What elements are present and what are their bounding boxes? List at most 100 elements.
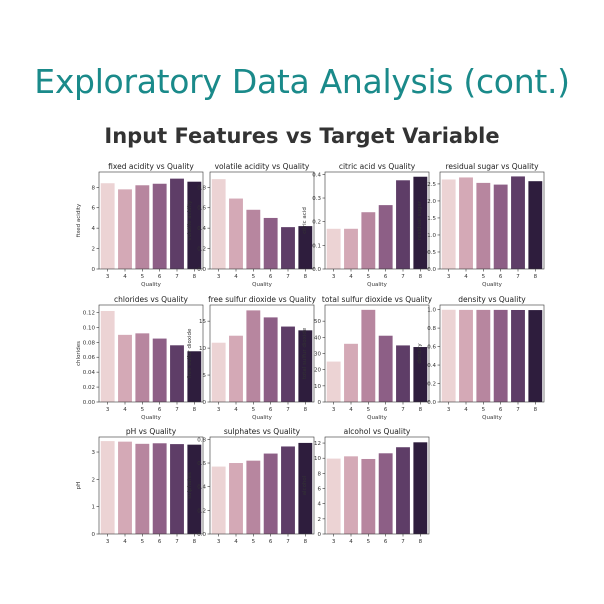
y-tick-label: 12: [314, 441, 321, 447]
y-tick-label: 0.4: [427, 363, 436, 369]
x-tick-label: 6: [384, 274, 388, 280]
y-tick-label: 0: [92, 267, 96, 273]
x-tick-label: 8: [419, 407, 423, 413]
y-tick-label: 3: [92, 450, 96, 456]
y-tick-label: 0.2: [427, 382, 436, 388]
chart-title: total sulfur dioxide vs Quality: [322, 295, 433, 304]
bar: [100, 183, 115, 269]
x-tick-label: 8: [534, 407, 538, 413]
x-tick-label: 6: [499, 407, 503, 413]
y-tick-label: 1: [92, 505, 96, 511]
bar: [211, 342, 226, 402]
y-tick-label: 4: [92, 226, 96, 232]
chart-title: pH vs Quality: [126, 427, 177, 436]
bar: [396, 345, 410, 402]
bar: [170, 444, 184, 534]
y-axis-label: alcohol: [302, 475, 308, 495]
x-tick-label: 3: [217, 407, 221, 413]
x-tick-label: 7: [175, 274, 179, 280]
y-tick-label: 0.8: [427, 326, 436, 332]
y-tick-label: 10: [314, 456, 321, 462]
y-axis-label: residual sugar: [417, 200, 423, 240]
y-tick-label: 0.0: [427, 400, 436, 406]
y-tick-label: 0.0: [197, 532, 206, 538]
chart-title: residual sugar vs Quality: [445, 162, 539, 171]
x-axis-label: Quality: [252, 282, 272, 288]
y-tick-label: 2: [92, 247, 96, 253]
x-tick-label: 7: [286, 407, 290, 413]
bar: [326, 361, 341, 402]
x-tick-label: 6: [269, 539, 273, 545]
y-tick-label: 0.2: [312, 220, 321, 226]
bar: [211, 179, 226, 269]
bar: [152, 443, 167, 534]
x-tick-label: 7: [516, 274, 520, 280]
bar: [396, 180, 410, 269]
y-tick-label: 15: [199, 319, 206, 325]
bar: [263, 453, 278, 534]
bar: [378, 453, 393, 534]
x-tick-label: 8: [534, 274, 538, 280]
y-tick-label: 0.6: [197, 206, 206, 212]
bar: [344, 343, 358, 402]
y-axis-label: citric acid: [302, 207, 308, 234]
bar: [361, 212, 376, 269]
chart-9: pH vs Quality 0 1 2 3 3 4 5 6 7 8 pH: [76, 427, 204, 545]
x-tick-label: 4: [464, 407, 468, 413]
bar: [263, 217, 278, 269]
x-tick-label: 5: [141, 539, 145, 545]
bar: [396, 447, 410, 534]
x-tick-label: 8: [419, 539, 423, 545]
chart-4: residual sugar vs Quality 0.0 0.5 1.0 1.5 2.0…: [417, 162, 545, 288]
x-tick-label: 6: [269, 274, 273, 280]
x-tick-label: 6: [499, 274, 503, 280]
y-axis-label: total sulfur dioxide: [302, 327, 308, 379]
x-tick-label: 7: [175, 539, 179, 545]
x-axis-label: Quality: [482, 282, 502, 288]
chart-10: sulphates vs Quality 0.0 0.2 0.4 0.6 0.8 3 4 5 6 7…: [187, 427, 315, 545]
bar: [361, 309, 376, 402]
bar: [118, 441, 132, 534]
bar: [100, 310, 115, 402]
x-tick-label: 7: [401, 274, 405, 280]
x-tick-label: 3: [217, 539, 221, 545]
x-tick-label: 5: [367, 407, 371, 413]
x-tick-label: 4: [464, 274, 468, 280]
chart-title: fixed acidity vs Quality: [108, 162, 194, 171]
bar: [263, 317, 278, 402]
y-tick-label: 30: [314, 352, 321, 358]
y-tick-label: 2: [92, 477, 96, 483]
bar: [229, 335, 243, 402]
y-tick-label: 0.0: [312, 267, 321, 273]
y-tick-label: 0.2: [197, 508, 206, 514]
plot-frame: [98, 171, 204, 270]
y-tick-label: 10: [199, 346, 206, 352]
bar: [511, 176, 525, 269]
bar: [361, 458, 376, 534]
chart-7: total sulfur dioxide vs Quality010203040…: [302, 295, 433, 421]
bar: [413, 176, 428, 269]
chart-title: density vs Quality: [458, 295, 526, 304]
y-tick-label: 1.0: [427, 233, 436, 239]
y-tick-label: 40: [314, 335, 321, 341]
bar: [152, 338, 167, 402]
y-tick-label: 0.2: [197, 247, 206, 253]
x-tick-label: 5: [252, 274, 256, 280]
y-tick-label: 0.1: [312, 243, 321, 249]
x-tick-label: 8: [193, 539, 197, 545]
bar: [344, 228, 358, 269]
bar: [229, 198, 243, 269]
chart-title: alcohol vs Quality: [344, 427, 411, 436]
y-tick-label: 0.02: [83, 385, 95, 391]
bar: [187, 181, 202, 269]
x-tick-label: 4: [234, 274, 238, 280]
x-tick-label: 3: [332, 274, 336, 280]
bar: [100, 441, 115, 534]
y-tick-label: 0.6: [427, 345, 436, 351]
x-axis-label: Quality: [141, 282, 161, 288]
y-tick-label: 0.04: [83, 370, 96, 376]
bar: [528, 181, 543, 269]
plot-frame: [439, 171, 545, 270]
bar: [476, 309, 491, 402]
bar: [187, 444, 202, 534]
